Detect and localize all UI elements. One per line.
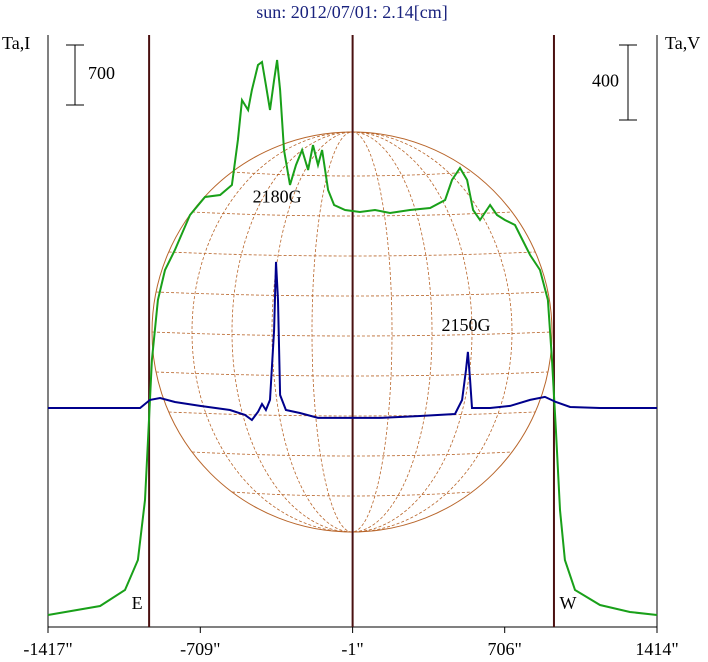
annotation: 2180G	[253, 187, 302, 207]
x-tick-label: -1417"	[23, 639, 72, 659]
data-line	[48, 261, 657, 422]
scale-bar-label: 400	[592, 71, 619, 91]
annotation: 2150G	[441, 315, 490, 335]
x-tick-label: 706"	[488, 639, 522, 659]
y2-axis-label: Ta,V	[665, 33, 700, 53]
scale-bar-label: 700	[88, 63, 115, 83]
marker-label: E	[132, 593, 143, 613]
x-tick-label: 1414"	[635, 639, 678, 659]
globe-parallel	[168, 411, 536, 417]
data-line	[47, 59, 658, 616]
y-axis-label: Ta,I	[2, 33, 30, 53]
marker-label: W	[559, 593, 576, 613]
globe-parallel	[168, 251, 536, 257]
x-tick-label: -1"	[341, 639, 363, 659]
chart-title: sun: 2012/07/01: 2.14[cm]	[256, 2, 448, 22]
x-tick-label: -709"	[180, 639, 220, 659]
